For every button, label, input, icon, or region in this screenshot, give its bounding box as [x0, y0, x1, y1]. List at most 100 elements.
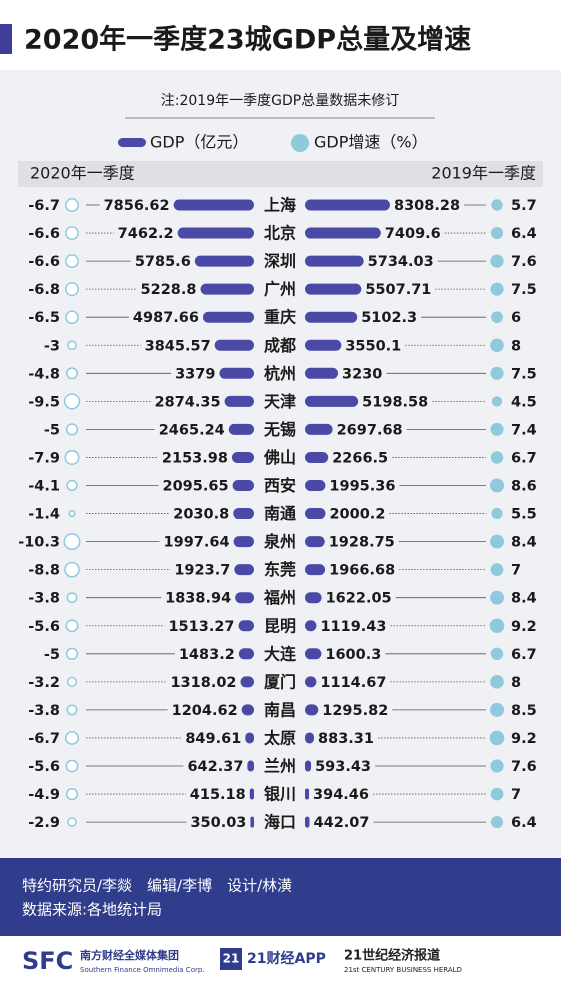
bar — [202, 311, 254, 323]
rows: 上海 7856.62 -6.7 8308.28 5.7 北京 7462.2 -6.6 7409.… — [18, 196, 536, 832]
logo-text: 21世纪经济报道 — [344, 948, 440, 964]
city-label: 南昌 — [264, 700, 296, 719]
growth-bubble — [66, 704, 78, 716]
growth-bubble — [490, 282, 504, 296]
growth-label: -5 — [44, 422, 60, 438]
growth-label: -6.7 — [28, 731, 60, 747]
bar — [247, 760, 254, 772]
city-label: 深圳 — [264, 252, 296, 271]
growth-label: -3.8 — [28, 703, 60, 719]
bar — [305, 508, 326, 520]
growth-bubble — [490, 675, 504, 689]
growth-label: -4.9 — [28, 787, 60, 803]
value-label: 8308.28 — [394, 198, 460, 214]
growth-bubble — [490, 590, 504, 605]
value-label: 3379 — [175, 366, 215, 382]
growth-bubble — [490, 702, 504, 717]
growth-bubble — [490, 534, 504, 549]
growth-label: 7.6 — [511, 254, 537, 270]
value-label: 849.61 — [185, 731, 241, 747]
city-label: 太原 — [263, 728, 296, 747]
growth-bubble — [64, 282, 80, 297]
growth-bubble — [491, 199, 503, 211]
growth-bubble — [67, 817, 77, 827]
bar — [231, 451, 254, 463]
growth-bubble — [491, 311, 503, 324]
logo-21: 21 — [223, 952, 240, 966]
bar — [219, 367, 254, 379]
growth-label: -9.5 — [28, 394, 60, 410]
bar — [200, 283, 254, 295]
value-label: 2095.65 — [163, 479, 229, 495]
note: 注:2019年一季度GDP总量数据未修订 — [161, 93, 399, 109]
growth-bubble — [65, 198, 79, 212]
source: 数据来源:各地统计局 — [22, 901, 162, 919]
growth-label: -6.5 — [28, 310, 60, 326]
value-label: 2030.8 — [173, 507, 229, 523]
bar — [233, 536, 254, 548]
legend-label: GDP（亿元） — [150, 133, 248, 152]
growth-label: 4.5 — [511, 394, 537, 410]
value-label: 2000.2 — [329, 507, 385, 523]
growth-bubble — [490, 226, 504, 240]
growth-label: 7.5 — [511, 366, 537, 382]
bar — [173, 199, 254, 211]
city-label: 厦门 — [264, 672, 296, 691]
city-label: 泉州 — [264, 532, 296, 551]
value-label: 5198.58 — [362, 394, 428, 410]
value-label: 3550.1 — [345, 338, 401, 354]
growth-label: 8 — [511, 675, 521, 691]
value-label: 1838.94 — [165, 591, 231, 607]
city-label: 海口 — [264, 813, 296, 832]
city-label: 银川 — [264, 785, 296, 804]
bar — [224, 395, 254, 407]
growth-label: 7 — [511, 563, 521, 579]
growth-bubble — [68, 509, 76, 518]
growth-bubble — [63, 533, 81, 551]
growth-bubble — [67, 340, 77, 351]
growth-label: 6 — [511, 310, 521, 326]
header-accent — [0, 24, 12, 54]
city-label: 广州 — [264, 280, 296, 299]
growth-label: -4.1 — [28, 479, 60, 495]
growth-bubble — [65, 647, 79, 660]
city-label: 重庆 — [264, 308, 296, 327]
column-header-band — [18, 161, 543, 187]
bar — [235, 592, 254, 604]
growth-label: -3.8 — [28, 591, 60, 607]
growth-label: -2.9 — [28, 815, 60, 831]
bar — [305, 451, 329, 463]
growth-bubble — [65, 730, 79, 745]
city-label: 昆明 — [264, 616, 296, 635]
growth-label: -5.6 — [28, 619, 60, 635]
value-label: 1600.3 — [325, 647, 381, 663]
bar — [228, 423, 254, 435]
bar — [305, 648, 322, 660]
city-label: 福州 — [263, 588, 296, 607]
value-label: 1966.68 — [329, 563, 395, 579]
bar — [305, 760, 312, 772]
value-label: 1318.02 — [170, 675, 236, 691]
value-label: 3230 — [342, 366, 382, 382]
growth-bubble — [65, 423, 79, 436]
city-label: 西安 — [264, 476, 296, 495]
growth-label: -1.4 — [28, 507, 60, 523]
growth-label: 7.4 — [511, 422, 537, 438]
bar — [305, 227, 381, 239]
logo-text: 21财经APP — [247, 950, 326, 967]
growth-label: -7.9 — [28, 450, 60, 466]
growth-bubble — [66, 592, 78, 604]
value-label: 350.03 — [190, 815, 246, 831]
growth-label: 8.4 — [511, 535, 537, 551]
growth-bubble — [490, 338, 504, 353]
growth-bubble — [490, 451, 504, 464]
growth-bubble — [65, 619, 79, 633]
growth-bubble — [489, 618, 505, 634]
value-label: 642.37 — [187, 759, 243, 775]
growth-label: 6.7 — [511, 647, 537, 663]
growth-label: -5 — [44, 647, 60, 663]
bar — [305, 311, 358, 323]
growth-bubble — [63, 393, 81, 410]
bar — [194, 255, 254, 267]
growth-bubble — [490, 787, 504, 801]
